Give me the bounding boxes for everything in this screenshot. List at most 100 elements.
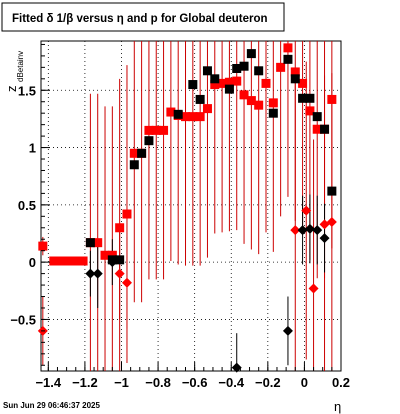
title-box	[1, 2, 285, 32]
red-square-marker	[122, 209, 132, 219]
black-square-marker	[239, 61, 249, 71]
red-square-marker	[38, 241, 48, 251]
red-square-marker	[283, 43, 293, 53]
red-square-marker	[159, 125, 169, 135]
black-square-marker	[283, 54, 293, 64]
markers	[37, 43, 337, 373]
red-diamond-marker	[308, 283, 319, 294]
red-square-marker	[100, 250, 110, 260]
black-square-marker	[137, 148, 147, 158]
red-square-marker	[246, 96, 256, 106]
black-square-marker	[254, 66, 264, 76]
red-square-marker	[107, 250, 117, 260]
red-square-marker	[327, 94, 337, 104]
red-square-marker	[232, 76, 242, 86]
y-tick-label: 1	[29, 141, 36, 156]
red-square-marker	[93, 238, 103, 248]
y-tick-label: 1.5	[18, 83, 36, 98]
black-diamond-marker	[297, 225, 308, 236]
black-diamond-marker	[304, 223, 315, 234]
black-square-marker	[320, 124, 330, 134]
red-square-marker	[276, 62, 286, 72]
black-square-marker	[173, 109, 183, 119]
red-diamond-marker	[290, 225, 301, 236]
plot-frame	[40, 40, 342, 372]
x-axis-label: η	[334, 399, 341, 414]
grid	[41, 41, 341, 371]
red-square-marker	[63, 256, 73, 266]
red-diamond-marker	[319, 219, 330, 230]
x-tick-label: −1	[114, 375, 129, 390]
black-square-marker	[144, 136, 154, 146]
axis-ticks: −1.4 −1.2 −1 −0.8 −0.6 −0.4 −0.2 0 0.2 −0.5 0 0.5 1 1…	[10, 43, 350, 390]
y-tick-label: −0.5	[10, 312, 36, 327]
y-axis-label-group: z dBetainv	[4, 51, 25, 92]
black-square-marker	[210, 74, 220, 84]
red-diamond-marker	[301, 205, 312, 216]
red-square-marker	[202, 104, 212, 114]
red-square-marker	[56, 256, 66, 266]
red-square-marker	[49, 256, 59, 266]
x-tick-label: 0.2	[332, 375, 350, 390]
black-square-marker	[290, 74, 300, 84]
chart-title: Fitted δ 1/β versus η and p for Global d…	[12, 13, 268, 25]
red-square-marker	[217, 78, 227, 88]
red-square-marker	[144, 125, 154, 135]
black-diamond-marker	[231, 362, 242, 373]
black-square-marker	[224, 84, 234, 94]
red-square-marker	[224, 77, 234, 87]
black-diamond-marker	[282, 325, 293, 336]
red-square-marker	[188, 112, 198, 122]
y-axis-label: z	[4, 86, 19, 93]
red-square-marker	[166, 107, 176, 117]
red-square-marker	[129, 148, 139, 158]
x-tick-label: −1.4	[35, 375, 61, 390]
black-square-marker	[246, 49, 256, 59]
black-diamond-marker	[107, 257, 118, 268]
black-diamond-marker	[85, 268, 96, 279]
black-square-marker	[195, 94, 205, 104]
red-square-marker	[210, 80, 220, 90]
black-square-marker	[202, 66, 212, 76]
y-tick-label: 0.5	[18, 198, 36, 213]
black-square-marker	[85, 238, 95, 248]
red-square-marker	[195, 112, 205, 122]
red-diamond-marker	[114, 268, 125, 279]
red-square-marker	[239, 90, 249, 100]
red-square-marker	[261, 78, 271, 88]
red-square-marker	[78, 256, 88, 266]
x-tick-label: 0	[301, 375, 308, 390]
error-bars	[42, 41, 333, 371]
black-diamond-marker	[312, 225, 323, 236]
black-square-marker	[268, 108, 278, 118]
black-square-marker	[327, 186, 337, 196]
black-square-marker	[312, 112, 322, 122]
red-square-marker	[268, 98, 278, 108]
timestamp-footer: Sun Jun 29 06:46:37 2025	[3, 401, 100, 410]
black-square-marker	[232, 64, 242, 73]
x-tick-label: −0.4	[218, 375, 244, 390]
x-tick-label: −0.2	[255, 375, 281, 390]
x-tick-label: −0.8	[145, 375, 171, 390]
y-tick-label: 0	[29, 255, 36, 270]
x-tick-label: −0.6	[182, 375, 208, 390]
black-square-marker	[115, 255, 125, 265]
red-diamond-marker	[326, 217, 337, 228]
red-square-marker	[254, 100, 264, 110]
red-square-marker	[305, 106, 315, 116]
red-square-marker	[298, 78, 308, 88]
red-square-marker	[290, 67, 300, 77]
black-square-marker	[129, 160, 139, 170]
red-square-marker	[312, 124, 322, 134]
black-square-marker	[188, 80, 198, 90]
red-square-marker	[115, 223, 125, 233]
red-square-marker	[71, 256, 81, 266]
red-square-marker	[151, 125, 161, 135]
x-tick-label: −1.2	[72, 375, 98, 390]
black-square-marker	[298, 93, 308, 103]
y-axis-label-subscript: dBetainv	[16, 51, 25, 82]
black-square-marker	[305, 93, 315, 103]
black-diamond-marker	[92, 268, 103, 279]
black-diamond-marker	[319, 233, 330, 244]
